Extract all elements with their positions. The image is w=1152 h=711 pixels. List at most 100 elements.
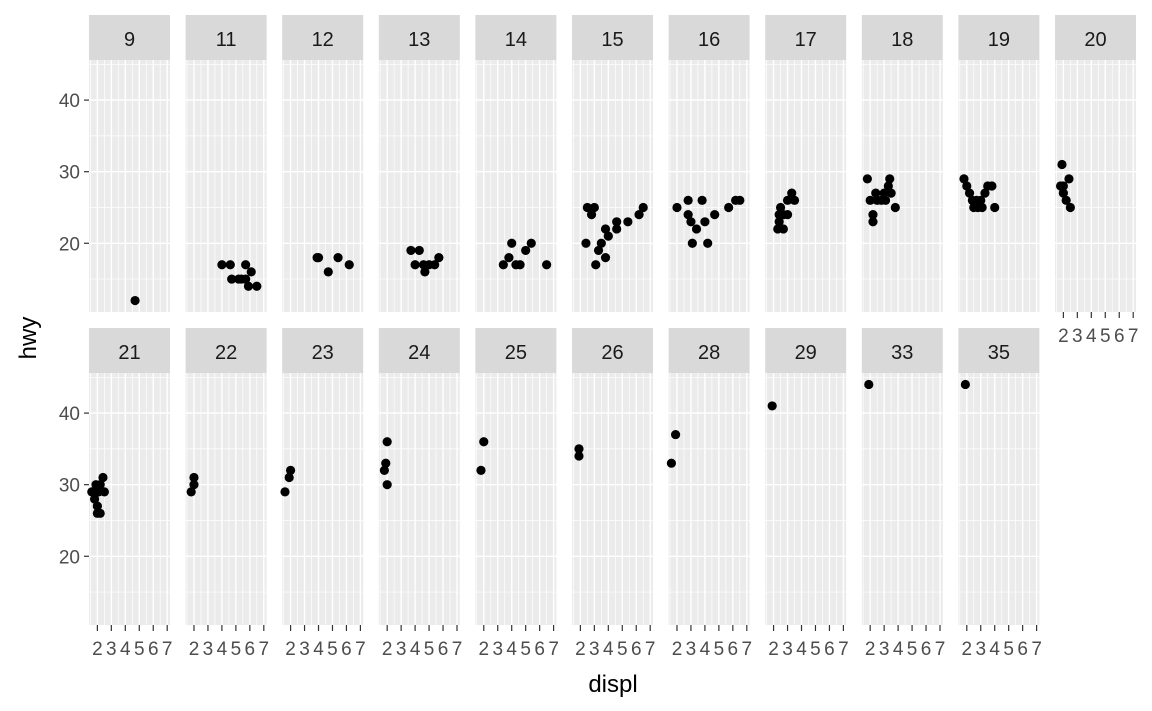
data-point <box>871 188 881 198</box>
panel-background <box>861 60 943 312</box>
data-point <box>703 238 713 248</box>
data-point <box>778 224 788 234</box>
x-tick-label: 2 <box>1058 326 1069 347</box>
facet-strip <box>185 328 267 373</box>
x-tick-label: 5 <box>327 639 338 660</box>
data-point <box>98 472 108 483</box>
facet-strip-label: 23 <box>312 342 334 364</box>
x-tick-label: 4 <box>217 639 228 660</box>
facet-strip-label: 18 <box>891 29 913 51</box>
data-point <box>582 202 592 213</box>
facet-strip-label: 33 <box>891 342 913 364</box>
x-tick-label: 6 <box>438 639 449 660</box>
facet-strip <box>765 15 847 60</box>
facet-strip <box>958 15 1040 60</box>
facet-panel-20: 20 2 3 4 5 6 7 <box>1055 15 1138 347</box>
data-point <box>868 217 878 227</box>
data-point <box>782 210 793 220</box>
x-tick-label: 4 <box>796 639 807 660</box>
facet-panel-22: 222 3 4 5 6 7 <box>185 328 270 660</box>
data-point <box>542 260 552 270</box>
data-point <box>430 260 440 270</box>
data-point <box>782 195 793 205</box>
data-point <box>959 174 969 184</box>
y-tick-label: 30 <box>59 476 80 497</box>
x-tick-label: 5 <box>714 639 725 660</box>
x-tick-label: 6 <box>245 639 256 660</box>
x-tick-label: 7 <box>259 639 270 660</box>
panel-background <box>475 373 557 625</box>
facet-strip-label: 11 <box>216 29 237 51</box>
facet-panel-16: 16 <box>668 15 750 312</box>
data-point <box>589 202 599 213</box>
facet-panel-24: 24 2 3 4 5 6 7 <box>378 328 462 660</box>
data-point <box>960 379 970 390</box>
x-tick-label: 4 <box>120 639 131 660</box>
x-tick-label: 2 <box>285 639 296 660</box>
facet-strip <box>282 328 364 373</box>
data-point <box>313 252 324 263</box>
y-tick-label: 40 <box>59 404 80 425</box>
data-point <box>243 281 254 291</box>
facet-panel-28: 28 2 3 4 5 6 7 <box>666 328 753 660</box>
data-point <box>186 487 196 497</box>
facet-panel-13: 13 <box>378 15 460 312</box>
data-point <box>285 465 296 475</box>
facet-strip <box>668 328 750 373</box>
facet-panel-29: 29 2 3 4 5 6 7 <box>765 328 849 660</box>
x-tick-label: 2 <box>768 639 779 660</box>
facet-strip-label: 17 <box>795 29 817 51</box>
panel-background <box>282 60 364 312</box>
facet-strip <box>475 15 557 60</box>
panel-background <box>765 60 847 312</box>
data-point <box>687 238 697 248</box>
x-tick-label: 6 <box>921 639 932 660</box>
data-point <box>284 472 294 483</box>
facet-panel-17: 17 <box>765 15 847 312</box>
x-axis-title: displ <box>588 671 637 698</box>
panel-background <box>378 373 460 625</box>
x-tick-label: 7 <box>162 639 173 660</box>
data-point <box>710 210 720 220</box>
panel-background <box>958 373 1040 625</box>
data-point <box>683 210 693 220</box>
panel-background <box>89 60 170 312</box>
x-tick-label: 6 <box>631 639 642 660</box>
data-point <box>977 202 987 213</box>
facet-panel-19: 19 <box>958 15 1040 312</box>
data-point <box>880 195 891 205</box>
data-point <box>189 472 199 483</box>
data-point <box>600 224 611 234</box>
x-tick-label: 2 <box>189 639 200 660</box>
x-tick-label: 5 <box>134 639 145 660</box>
x-tick-label: 3 <box>686 639 697 660</box>
x-tick-label: 3 <box>492 639 503 660</box>
data-point <box>381 458 391 468</box>
x-tick-label: 4 <box>506 639 517 660</box>
data-point <box>498 260 508 270</box>
panel-background <box>282 373 364 625</box>
data-point <box>479 437 489 447</box>
x-tick-label: 7 <box>742 639 753 660</box>
data-point <box>574 451 584 461</box>
data-point <box>600 252 611 263</box>
data-point <box>666 458 676 468</box>
panel-background <box>668 60 750 312</box>
data-point <box>504 252 514 263</box>
x-tick-label: 2 <box>382 639 393 660</box>
data-point <box>434 252 444 263</box>
x-tick-label: 6 <box>1017 639 1028 660</box>
facet-panel-14: 14 <box>475 15 557 312</box>
x-tick-label: 5 <box>1100 326 1111 347</box>
facet-strip <box>89 15 170 60</box>
data-point <box>521 245 531 256</box>
facet-strip-label: 20 <box>1084 29 1106 51</box>
data-point <box>246 267 256 277</box>
facet-panel-12: 12 <box>282 15 364 312</box>
data-point <box>382 480 392 490</box>
data-point <box>382 437 392 447</box>
data-point <box>697 195 707 205</box>
data-point <box>99 487 109 497</box>
x-tick-label: 5 <box>907 639 918 660</box>
facet-panel-33: 33 2 3 4 5 6 7 <box>861 328 945 660</box>
